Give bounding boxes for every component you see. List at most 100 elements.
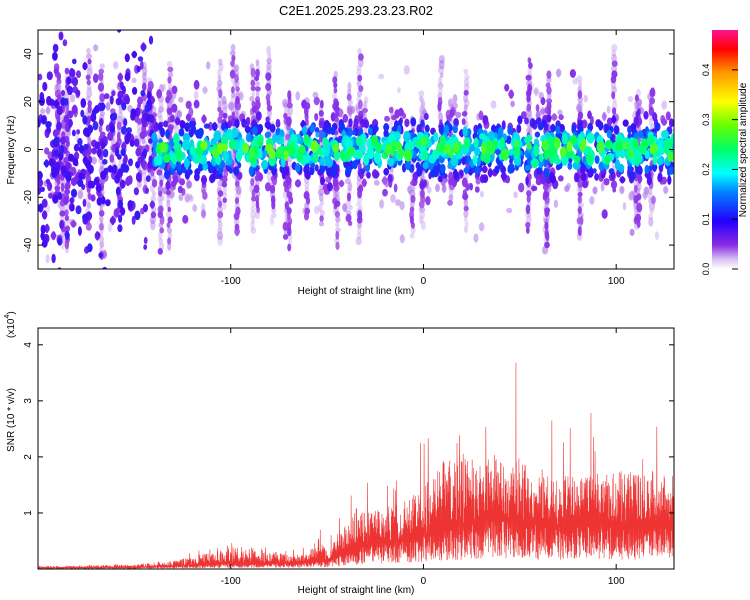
spectrogram-blob [107, 222, 113, 233]
spectrogram-blob [590, 195, 594, 205]
spectrogram-blob [577, 206, 582, 215]
spectrogram-blob [461, 111, 468, 117]
spectrogram-blob [65, 139, 70, 148]
spectrogram-blob [357, 74, 363, 82]
spectrogram-blob [608, 168, 615, 175]
spectrogram-blob [654, 231, 659, 240]
spectrogram-blob [257, 123, 264, 133]
spectrogram-blob [66, 77, 72, 84]
spectrogram-blob [627, 125, 632, 134]
spectrogram-blob [38, 178, 43, 188]
spectrogram-blob [143, 236, 148, 245]
spectrogram-blob [538, 159, 544, 168]
spectrogram-blob [451, 177, 455, 185]
spectrogram-blob [179, 128, 184, 137]
spectrogram-blob [611, 70, 618, 78]
spectrogram-blob [173, 175, 178, 185]
spectrogram-blob [121, 148, 126, 156]
spectrogram-blob [165, 96, 170, 104]
spectrogram-blob [630, 171, 636, 181]
spectrogram-blob [448, 194, 454, 201]
spectrogram-blob [665, 111, 671, 121]
spectrogram-blob [587, 112, 592, 118]
spectrogram-blob [644, 186, 649, 196]
spectrogram-blob [45, 178, 51, 185]
spectrogram-blob [525, 176, 529, 186]
spectrogram-blob [463, 93, 468, 103]
spectrogram-blob [128, 201, 133, 208]
spectrogram-blob [146, 114, 151, 122]
spectrogram-blob [78, 226, 82, 236]
spectrogram-blob [435, 183, 440, 193]
spectrogram-blob [85, 222, 92, 231]
spectrogram-blob [319, 209, 325, 217]
spectrogram-blob [68, 153, 74, 162]
spectrogram-blob [525, 74, 532, 81]
spectrogram-blob [177, 185, 183, 194]
spectrogram-blob [463, 68, 469, 75]
spectrogram-blob [151, 133, 158, 141]
spectrogram-blob [79, 145, 84, 153]
spectrogram-blob [167, 216, 173, 224]
spectrogram-blob [504, 84, 510, 92]
spectrogram-blob [166, 60, 173, 68]
spectrogram-blob [217, 210, 224, 219]
spectrogram-blob [635, 110, 640, 118]
spectrogram-blob [125, 72, 130, 82]
spectrogram-blob [422, 162, 429, 169]
spectrogram-blob [437, 82, 444, 89]
spectrogram-blob [105, 101, 111, 112]
spectrogram-blob [56, 106, 63, 115]
spectrogram-blob [661, 177, 667, 184]
spectrogram-blob [463, 198, 468, 208]
spectrogram-blob [167, 232, 173, 239]
spectrogram-blob [469, 183, 473, 191]
spectrogram-blob [265, 182, 271, 192]
spectrogram-blob [72, 76, 78, 87]
spectrogram-blob [453, 94, 457, 104]
spectrogram-blob [177, 161, 182, 172]
spectrogram-blob [656, 157, 663, 166]
spectrogram-blob [583, 94, 588, 103]
spectrogram-blob [98, 223, 105, 231]
spectrogram-blob [319, 215, 324, 222]
spectrogram-blob [534, 131, 541, 138]
spectrogram-blob [130, 139, 135, 147]
spectrogram-blob [576, 103, 583, 113]
spectrogram-blob [119, 208, 126, 215]
spectrogram-blob [91, 157, 97, 165]
spectrogram-blob [287, 90, 292, 100]
spectrogram-blob [269, 124, 276, 133]
spectrogram-blob [249, 95, 255, 102]
spectrogram-blob [400, 202, 404, 210]
spectrogram-blob [448, 178, 452, 186]
spectrogram-blob [600, 181, 605, 192]
spectrogram-blob [555, 68, 562, 78]
spectrogram-blob [334, 210, 340, 218]
spectrogram-blob [566, 182, 571, 189]
spectrogram-blob [455, 112, 461, 118]
spectrogram-blob [101, 196, 106, 205]
spectrogram-blob [142, 82, 147, 92]
spectrogram-blob [546, 115, 552, 122]
spectrogram-blob [59, 219, 64, 230]
spectrogram-blob [150, 211, 157, 219]
spectrogram-blob [527, 83, 533, 93]
spectrogram-blob [93, 44, 98, 52]
spectrogram-blob [633, 184, 638, 193]
spectrogram-blob [56, 177, 61, 186]
spectrogram-blob [447, 98, 454, 108]
spectrogram-blob [505, 137, 512, 143]
spectrogram-blob [279, 136, 285, 145]
spectrogram-blob [603, 123, 609, 134]
spectrogram-blob [577, 195, 582, 204]
spectrogram-blob [106, 30, 109, 31]
spectrogram-blob [152, 191, 156, 197]
spectrogram-blob [352, 160, 358, 169]
spectrogram-blob [115, 149, 119, 156]
spectrogram-blob [483, 116, 488, 124]
spectrogram-blob [97, 148, 102, 158]
spectrogram-blob [525, 164, 530, 171]
spectrogram-blob [166, 199, 171, 209]
